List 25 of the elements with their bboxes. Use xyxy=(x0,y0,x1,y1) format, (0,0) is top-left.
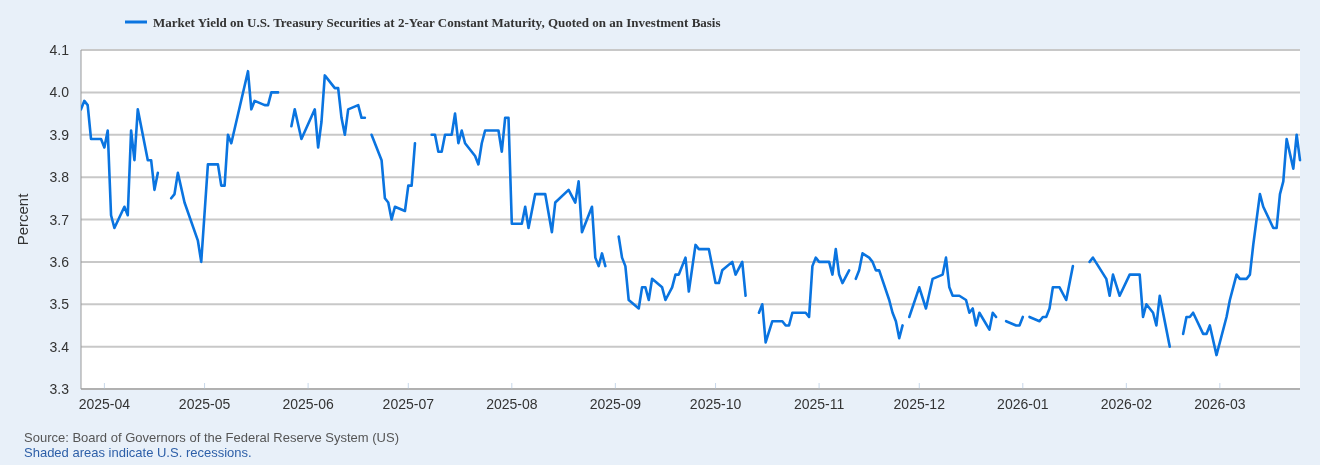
x-tick-label: 2025-04 xyxy=(78,396,131,412)
y-tick-label: 3.8 xyxy=(49,169,70,186)
x-tick-label: 2025-05 xyxy=(178,396,231,412)
y-tick-label: 3.7 xyxy=(49,211,70,228)
y-tick-label: 3.3 xyxy=(49,381,70,397)
x-tick-label: 2025-10 xyxy=(689,396,742,412)
x-tick-label: 2025-12 xyxy=(893,396,946,412)
y-tick-label: 3.9 xyxy=(49,126,70,143)
x-tick-label: 2025-07 xyxy=(382,396,435,412)
x-tick-label: 2025-08 xyxy=(486,396,538,412)
y-tick-label: 3.5 xyxy=(49,296,70,313)
source-note: Source: Board of Governors of the Federal Reserve System (US) xyxy=(24,430,399,445)
x-tick-label: 2025-06 xyxy=(282,396,334,412)
x-tick-label: 2025-11 xyxy=(793,396,845,412)
x-tick-label: 2026-01 xyxy=(997,396,1049,412)
y-tick-label: 3.4 xyxy=(49,338,70,355)
y-axis-title: Percent xyxy=(14,192,31,246)
x-tick-label: 2026-03 xyxy=(1194,396,1246,412)
legend-label: Market Yield on U.S. Treasury Securities at 2-Year Constant Maturity, Quoted on an Investment Basis xyxy=(153,15,721,30)
text: Shaded areas indicate U.S. recessions. xyxy=(24,445,252,460)
x-tick-label: 2026-02 xyxy=(1100,396,1153,412)
y-tick-label: 4.0 xyxy=(49,84,70,101)
y-tick-label: 3.6 xyxy=(49,253,70,270)
x-tick-label: 2025-09 xyxy=(589,396,642,412)
y-tick-label: 4.1 xyxy=(49,42,70,58)
